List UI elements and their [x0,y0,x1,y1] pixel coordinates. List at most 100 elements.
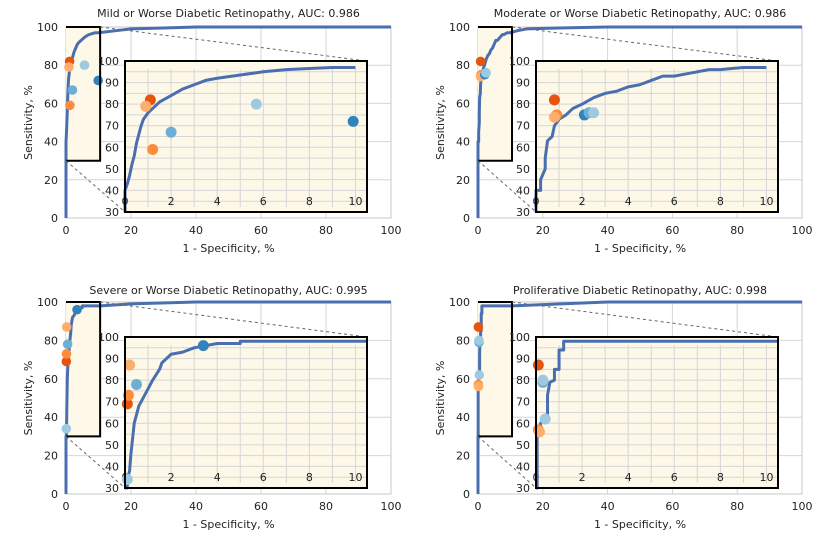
inset-x-tick-label: 4 [214,471,221,484]
inset-y-tick-label: 50 [105,439,119,452]
inset-y-tick-label: 60 [516,141,530,154]
operating-point [473,322,484,332]
inset-y-tick-label: 100 [509,331,530,344]
inset-y-tick-label: 70 [516,396,530,409]
operating-point [473,381,484,392]
inset-operating-point [140,100,152,112]
inset-y-tick-label: 50 [516,439,530,452]
y-tick-label: 100 [37,296,58,309]
y-axis-label: Sensitivity, % [22,361,35,436]
inset-x-tick-label: 6 [260,471,267,484]
x-tick-label: 80 [319,224,333,237]
inset-operating-point [165,126,177,138]
roc-curve [64,300,391,494]
inset-y-tick-label: 50 [105,163,119,176]
y-tick-label: 40 [44,136,58,149]
inset-x-tick-label: 4 [625,471,632,484]
inset-frame [535,336,779,489]
x-axis-label: 1 - Specificity, % [594,518,686,531]
inset-operating-point [147,143,159,155]
x-tick-label: 80 [730,224,744,237]
y-tick-label: 20 [44,174,58,187]
zoom-box [478,301,514,438]
operating-point [93,75,103,86]
operating-point [61,349,72,359]
operating-point [475,56,486,67]
inset-x-tick-label: 2 [579,471,586,484]
y-tick-label: 100 [37,21,58,34]
y-tick-label: 80 [44,334,58,347]
chart-title: Moderate or Worse Diabetic Retinopathy, … [494,7,786,20]
inset-x-tick-label: 6 [671,471,678,484]
zoom-connector [511,26,779,62]
inset-y-tick-label: 30 [105,482,119,495]
roc-panel-proliferative: Proliferative Diabetic Retinopathy, AUC:… [434,284,813,531]
inset-operating-point [539,413,551,425]
operating-point [72,304,82,315]
inset-y-tick-label: 30 [105,206,119,219]
x-tick-label: 20 [124,224,138,237]
y-tick-label: 60 [456,373,470,386]
x-tick-label: 0 [475,500,482,513]
x-tick-label: 100 [792,500,813,513]
zoom-connector [65,160,126,213]
inset-y-tick-label: 30 [516,206,530,219]
x-tick-label: 60 [665,500,679,513]
inset-operating-point [537,374,549,386]
inset-operating-point [347,115,359,127]
roc-curve [476,25,802,218]
inset-operating-point [131,378,143,390]
inset-y-tick-label: 40 [105,460,119,473]
y-axis-label: Sensitivity, % [434,85,447,160]
inset-x-tick-label: 2 [579,195,586,208]
zoom-box [478,26,514,162]
x-tick-label: 20 [124,500,138,513]
y-tick-label: 0 [463,488,470,501]
operating-point [61,322,72,332]
inset-y-tick-label: 30 [516,482,530,495]
inset-y-tick-label: 60 [105,417,119,430]
inset-y-tick-label: 40 [516,184,530,197]
operating-point [62,339,73,350]
inset-y-tick-label: 70 [105,396,119,409]
zoom-connector [477,160,537,213]
y-tick-label: 0 [51,212,58,225]
inset-x-tick-label: 4 [625,195,632,208]
operating-point [474,335,484,346]
x-tick-label: 100 [381,224,402,237]
roc-curve [64,25,391,218]
y-axis-label: Sensitivity, % [434,361,447,436]
inset-frame [124,336,368,489]
inset-operating-point [532,359,544,371]
x-axis-label: 1 - Specificity, % [182,242,274,255]
inset-x-tick-label: 10 [759,195,773,208]
inset-y-tick-label: 90 [516,353,530,366]
operating-point [79,60,90,70]
inset-x-tick-label: 6 [671,195,678,208]
inset-x-tick-label: 2 [168,195,175,208]
x-axis-label: 1 - Specificity, % [182,518,274,531]
inset-frame [535,60,779,213]
zoom-box [66,26,102,162]
zoom-connector [100,26,368,62]
inset-y-tick-label: 80 [105,374,119,387]
inset-roc-curve [534,65,767,212]
y-tick-label: 80 [456,334,470,347]
zoom-connector [65,436,126,489]
x-tick-label: 60 [665,224,679,237]
y-tick-label: 100 [449,296,470,309]
y-tick-label: 20 [456,450,470,463]
inset-y-tick-label: 40 [105,184,119,197]
y-tick-label: 60 [44,373,58,386]
x-tick-label: 100 [792,224,813,237]
x-tick-label: 80 [730,500,744,513]
operating-point [64,62,74,72]
inset-y-tick-label: 90 [105,353,119,366]
chart-title: Mild or Worse Diabetic Retinopathy, AUC:… [97,7,360,20]
x-tick-label: 20 [536,224,550,237]
y-tick-label: 80 [44,59,58,72]
inset-x-tick-label: 8 [717,195,724,208]
x-tick-label: 0 [475,224,482,237]
inset-y-tick-label: 80 [105,98,119,111]
